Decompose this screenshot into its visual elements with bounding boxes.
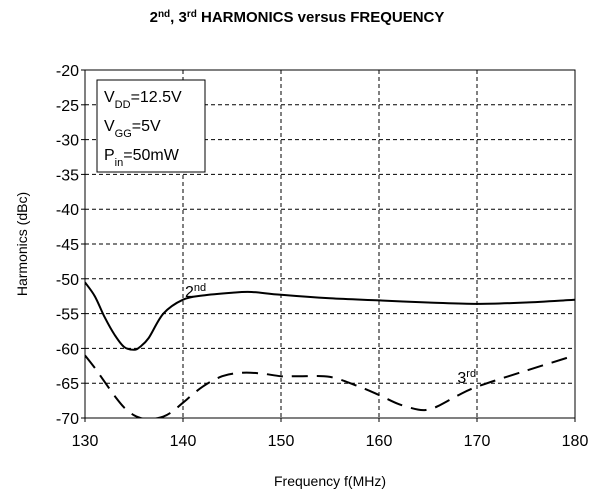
series-group [85, 281, 575, 418]
y-tick-label: -50 [56, 272, 79, 289]
chart-title: 2nd, 3rd HARMONICS versus FREQUENCY [150, 9, 445, 27]
y-tick-label: -20 [56, 63, 79, 80]
x-tick-label: 140 [170, 433, 197, 450]
grid [85, 70, 575, 418]
x-tick-label: 160 [366, 433, 393, 450]
chart-title-part: , 3 [170, 9, 187, 26]
y-tick-label: -40 [56, 202, 79, 219]
y-axis-ticks: -20 -25 -30 -35 -40 -45 -50 -55 -60 -65 -70 [56, 63, 85, 428]
condition-text: VGG=5V [104, 118, 161, 140]
x-tick-label: 130 [72, 433, 99, 450]
y-tick-label: -35 [56, 167, 79, 184]
x-axis-label: Frequency f(MHz) [274, 473, 386, 489]
x-tick-label: 180 [562, 433, 589, 450]
condition-text: Pin=50mW [104, 147, 180, 169]
conditions-box: VDD=12.5V VGG=5V Pin=50mW [96, 79, 206, 173]
x-axis-ticks: 130 140 150 160 170 180 [72, 418, 589, 450]
series-label-2nd: 2nd [185, 282, 206, 301]
y-axis-label: Harmonics (dBc) [14, 192, 30, 296]
condition-text: VDD=12.5V [104, 89, 182, 111]
y-tick-label: -30 [56, 133, 79, 150]
y-tick-label: -55 [56, 307, 79, 324]
series-annotations: 2nd 3rd [185, 282, 476, 387]
y-tick-label: -45 [56, 237, 79, 254]
series-line-2nd-harmonic [85, 281, 575, 351]
chart-title-part: nd [158, 9, 170, 20]
y-tick-label: -25 [56, 98, 79, 115]
y-tick-label: -65 [56, 376, 79, 393]
chart-title-part: rd [187, 9, 197, 20]
series-line-3rd-harmonic [85, 354, 575, 418]
x-tick-label: 150 [268, 433, 295, 450]
chart-title-part: HARMONICS versus FREQUENCY [197, 9, 445, 26]
y-tick-label: -70 [56, 411, 79, 428]
x-tick-label: 170 [464, 433, 491, 450]
y-tick-label: -60 [56, 341, 79, 358]
chart-title-part: 2 [150, 9, 158, 26]
series-label-3rd: 3rd [457, 368, 476, 387]
conditions-box-frame [96, 79, 206, 173]
